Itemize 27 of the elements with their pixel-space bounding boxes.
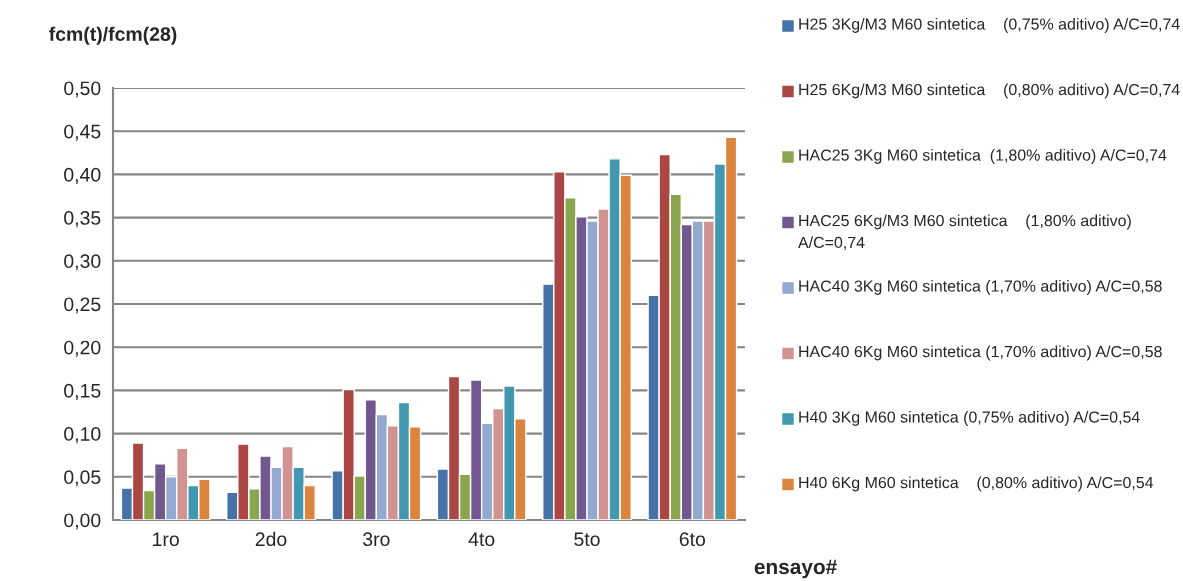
y-tick-label: 0,20 [64, 340, 101, 357]
x-tick-label: 5to [574, 532, 600, 547]
y-tick-label: 0,15 [64, 383, 101, 400]
y-tick-label: 0,40 [64, 167, 101, 184]
y-tick-label: 0,05 [64, 470, 101, 487]
legend-label: H25 3Kg/M3 M60 sintetica (0,75% aditivo) A/C=0,74 [799, 18, 1180, 33]
x-tick-label: 1ro [153, 532, 179, 547]
legend-label: H40 3Kg M60 sintetica (0,75% aditivo) A/C=0,54 [799, 411, 1140, 426]
y-tick-label: 0,25 [64, 297, 101, 314]
y-tick-label: 0,00 [64, 513, 101, 530]
x-tick-label: 3ro [363, 532, 390, 547]
legend-label: H25 6Kg/M3 M60 sintetica (0,80% aditivo) A/C=0,74 [799, 83, 1180, 99]
y-tick-label: 0,35 [64, 211, 101, 228]
y-tick-label: 0,30 [64, 254, 101, 271]
x-axis-title: ensayo# [754, 559, 837, 579]
legend-label: HAC40 6Kg M60 sintetica (1,70% aditivo) A/C=0,58 [799, 345, 1162, 361]
x-tick-label: 2do [255, 531, 287, 547]
y-tick-label: 0,10 [64, 427, 101, 444]
y-tick-label: 0,50 [64, 81, 101, 98]
y-tick-label: 0,45 [64, 124, 101, 141]
x-tick-label: 4to [468, 532, 495, 547]
x-tick-label: 6to [679, 532, 706, 547]
legend-label: HAC25 6Kg/M3 M60 sintetica (1,80% aditivo) A/C=0,74 [798, 214, 1131, 250]
legend-label: H40 6Kg M60 sintetica (0,80% aditivo) A/C=0,54 [799, 476, 1154, 492]
y-axis-title: fcm(t)/fcm(28) [49, 26, 177, 45]
legend-label: HAC25 3Kg M60 sintetica (1,80% aditivo) A/C=0,74 [799, 149, 1167, 164]
legend-label: HAC40 3Kg M60 sintetica (1,70% aditivo) A/C=0,58 [799, 280, 1162, 295]
